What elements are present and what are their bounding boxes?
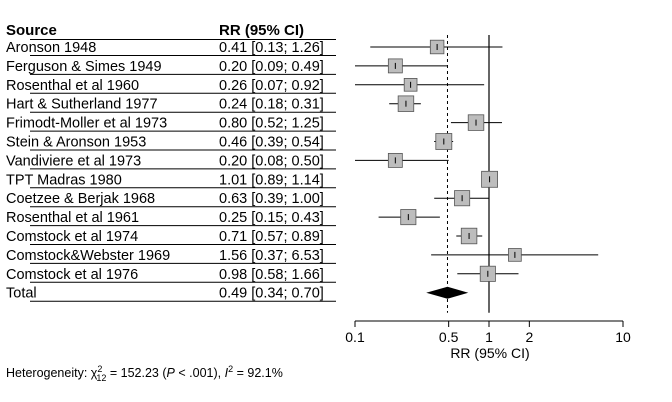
x-tick-label: 10 bbox=[615, 329, 631, 345]
total-estimate: 0.49 [0.34; 0.70] bbox=[219, 286, 324, 302]
study-rows: Aronson 1948 0.41 [0.13; 1.26] Ferguson & … bbox=[6, 39, 336, 302]
x-axis-label: RR (95% CI) bbox=[450, 345, 529, 361]
study-name: Coetzee & Berjak 1968 bbox=[6, 191, 155, 207]
study-name: Comstock et al 1974 bbox=[6, 229, 138, 245]
x-tick-label: 0.1 bbox=[345, 329, 365, 345]
study-estimate: 0.20 [0.08; 0.50] bbox=[219, 153, 324, 169]
x-tick-label: 1 bbox=[485, 329, 493, 345]
p-value: (P < .001), bbox=[162, 366, 222, 381]
heterogeneity-label: Heterogeneity: bbox=[6, 366, 88, 381]
study-name: Vandiviere et al 1973 bbox=[6, 153, 141, 169]
study-estimate: 0.26 [0.07; 0.92] bbox=[219, 78, 324, 94]
study-estimate: 0.20 [0.09; 0.49] bbox=[219, 59, 324, 75]
plot-area: 0.1 0.5 1 2 10 bbox=[345, 35, 631, 345]
study-name: Rosenthal et al 1961 bbox=[6, 210, 139, 226]
study-name: Comstock et al 1976 bbox=[6, 267, 138, 283]
header-rr: RR (95% CI) bbox=[219, 22, 304, 39]
study-estimate: 0.41 [0.13; 1.26] bbox=[219, 40, 324, 56]
study-name: Ferguson & Simes 1949 bbox=[6, 59, 162, 75]
study-estimate: 0.46 [0.39; 0.54] bbox=[219, 135, 324, 151]
study-estimate: 0.25 [0.15; 0.43] bbox=[219, 210, 324, 226]
study-name: Rosenthal et al 1960 bbox=[6, 78, 139, 94]
study-estimate: 1.01 [0.89; 1.14] bbox=[219, 172, 324, 188]
study-name: Hart & Sutherland 1977 bbox=[6, 97, 158, 113]
study-name: Frimodt-Moller et al 1973 bbox=[6, 116, 167, 132]
study-name: Comstock&Webster 1969 bbox=[6, 248, 170, 264]
study-name: Aronson 1948 bbox=[6, 40, 96, 56]
x-tick-label: 0.5 bbox=[439, 329, 459, 345]
study-name: Stein & Aronson 1953 bbox=[6, 135, 146, 151]
chi-square-symbol: χ212 bbox=[90, 364, 107, 383]
study-estimate: 0.80 [0.52; 1.25] bbox=[219, 116, 324, 132]
total-label: Total bbox=[6, 286, 37, 302]
total-diamond bbox=[426, 286, 469, 299]
i-squared: I2 = 92.1% bbox=[224, 364, 283, 381]
chi-square-value: = 152.23 bbox=[109, 366, 159, 381]
study-estimate: 0.71 [0.57; 0.89] bbox=[219, 229, 324, 245]
study-estimate: 0.98 [0.58; 1.66] bbox=[219, 267, 324, 283]
study-estimate: 0.24 [0.18; 0.31] bbox=[219, 97, 324, 113]
heterogeneity-statistic: Heterogeneity: χ212 = 152.23 (P < .001),… bbox=[6, 364, 283, 383]
study-estimate: 0.63 [0.39; 1.00] bbox=[219, 191, 324, 207]
header-source: Source bbox=[6, 22, 57, 39]
x-tick-label: 2 bbox=[525, 329, 533, 345]
study-estimate: 1.56 [0.37; 6.53] bbox=[219, 248, 324, 264]
study-name: TPT Madras 1980 bbox=[6, 172, 122, 188]
